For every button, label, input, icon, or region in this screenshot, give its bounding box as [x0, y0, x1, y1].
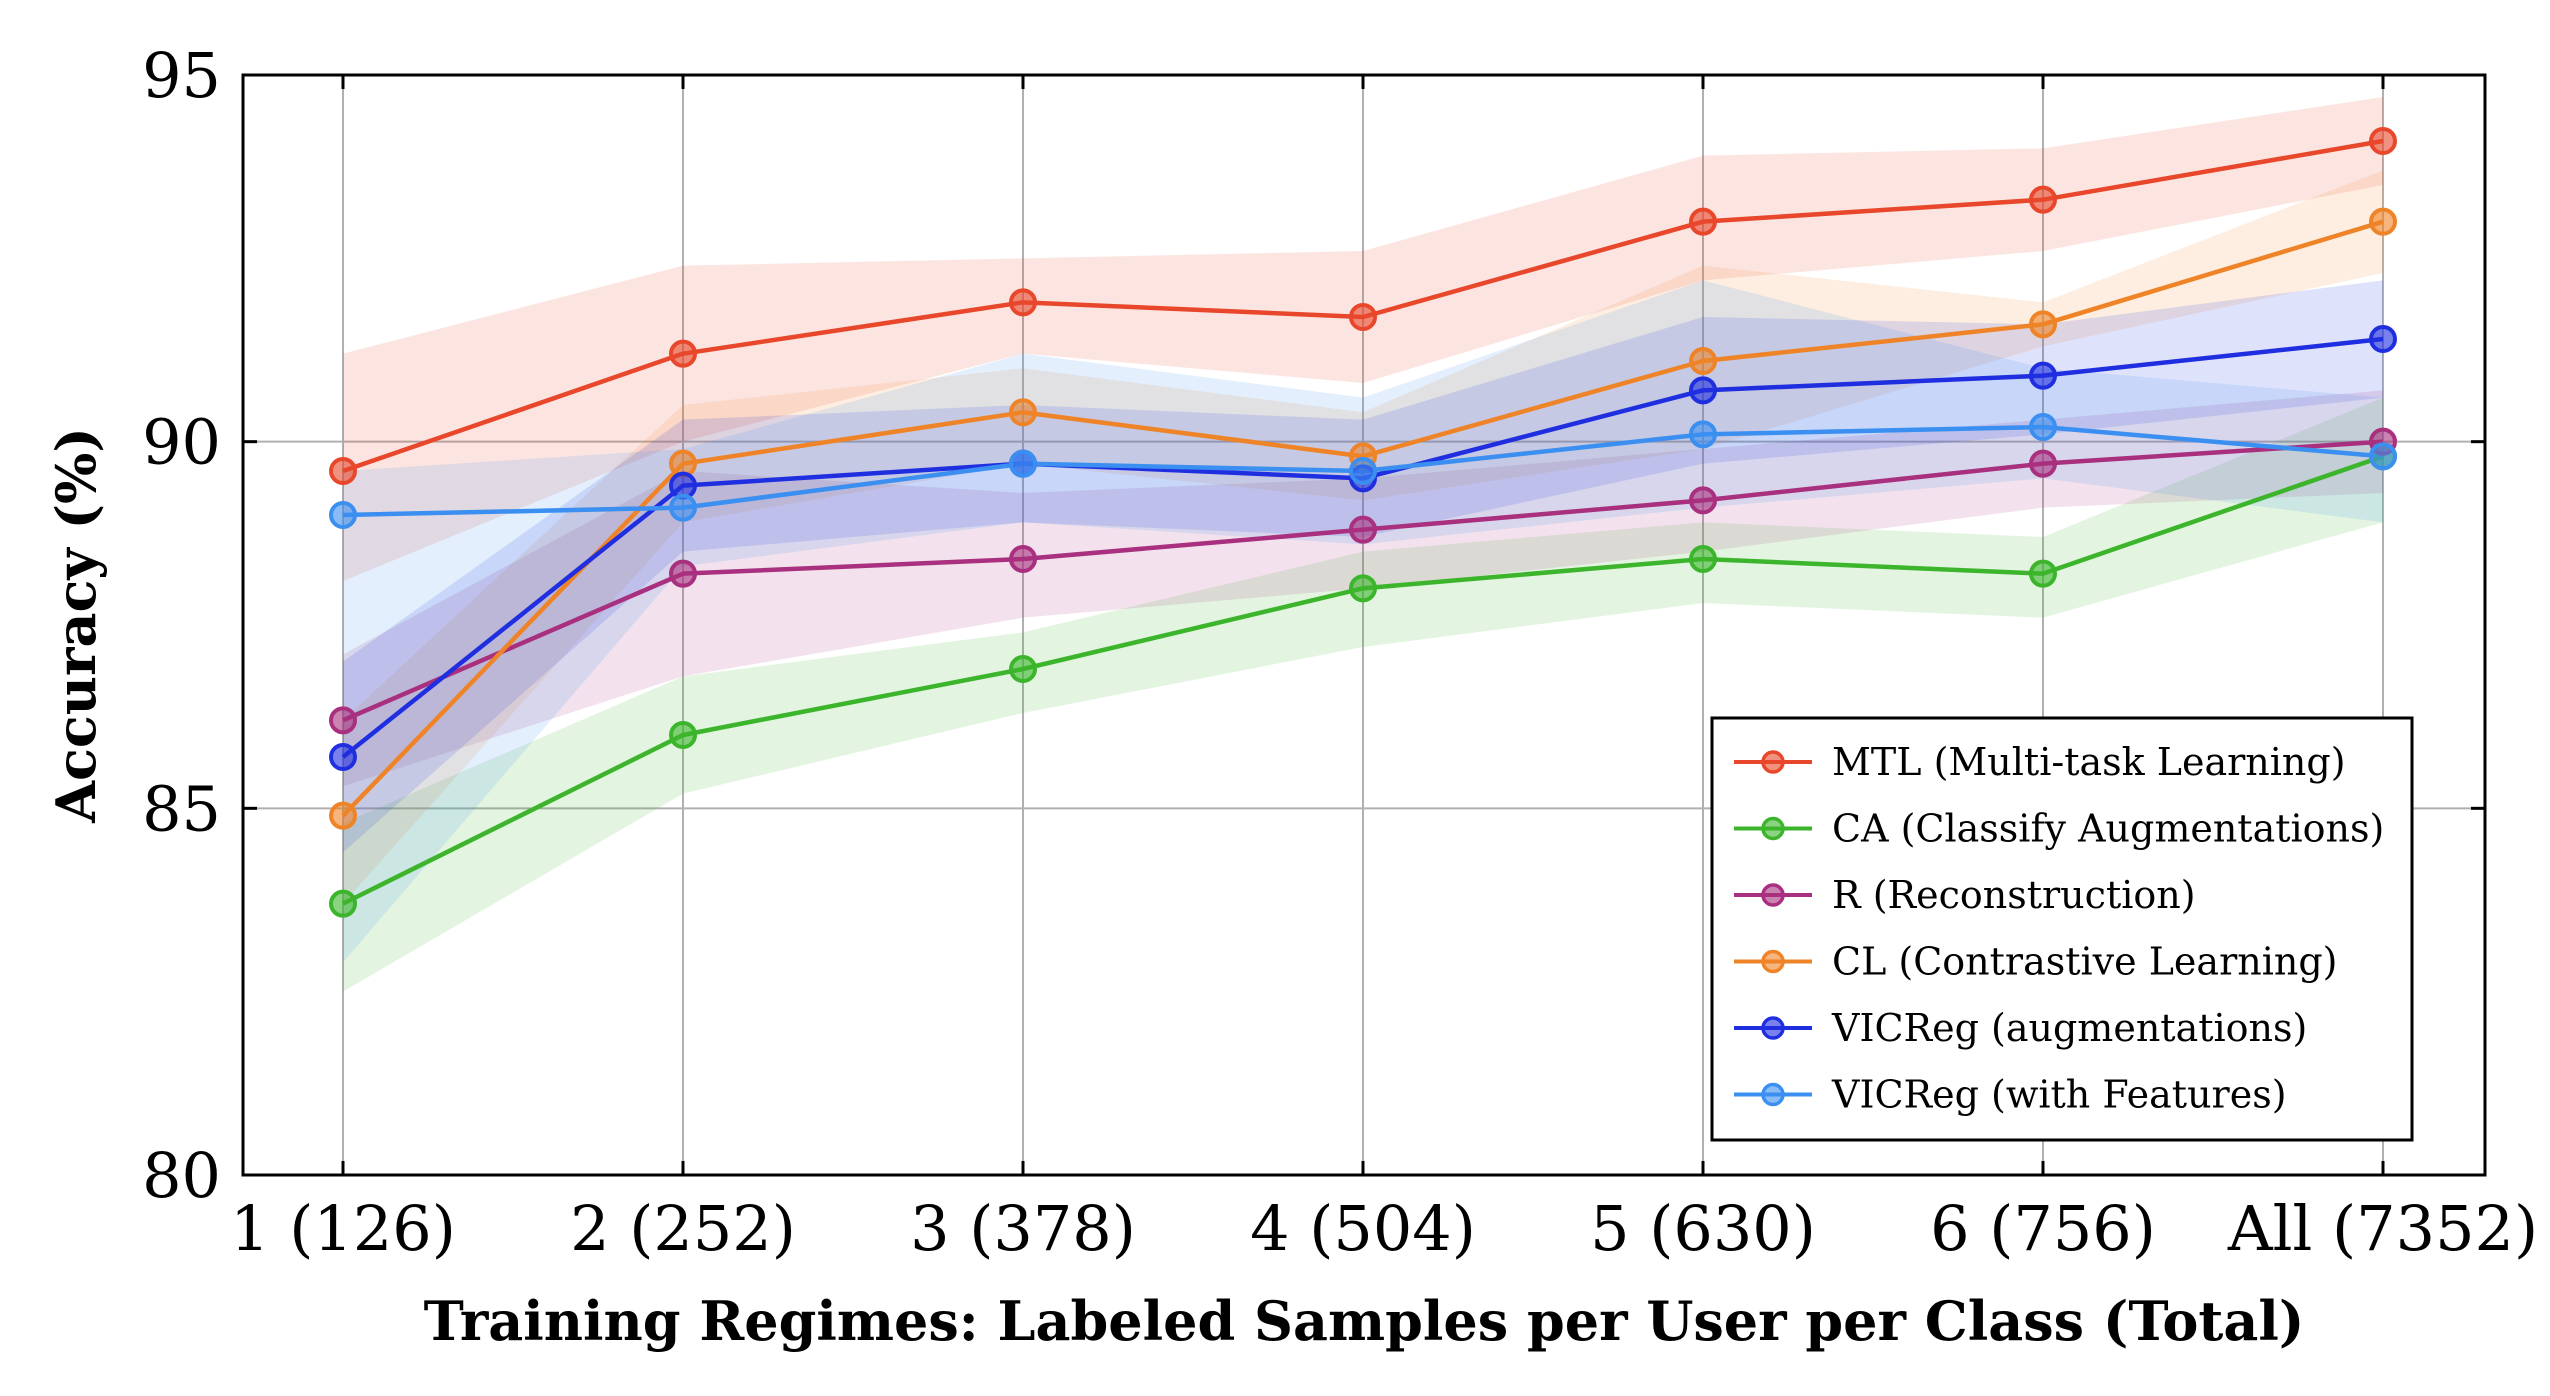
- y-tick-labels: 80 85 90 95: [142, 39, 2485, 1212]
- x-tick-label: All (7352): [2227, 1192, 2538, 1265]
- point-ca-classify-augmentations: [2029, 559, 2057, 588]
- point-ca-classify-augmentations: [329, 889, 357, 918]
- point-r-reconstruction: [669, 559, 697, 588]
- point-vicreg-with-features: [1349, 457, 1377, 485]
- point-mtl-multi-task-learning: [1689, 207, 1717, 236]
- point-mtl-multi-task-learning: [1349, 303, 1377, 331]
- point-mtl-multi-task-learning: [1009, 288, 1037, 317]
- point-vicreg-with-features: [1009, 449, 1037, 478]
- legend-swatch-marker-vicreg-with-features: [1761, 1082, 1785, 1107]
- point-r-reconstruction: [1349, 515, 1377, 544]
- point-vicreg-with-features: [1689, 420, 1717, 449]
- legend-box: [1710, 716, 2414, 1142]
- legend-entry-vicreg-with-features: VICReg (with Features): [1831, 1073, 2287, 1117]
- legend-entry-ca-classify-augmentations: CA (Classify Augmentations): [1832, 807, 2384, 851]
- point-r-reconstruction: [2029, 449, 2057, 478]
- point-cl-contrastive-learning: [2369, 207, 2397, 236]
- legend-swatch-marker-r-reconstruction: [1761, 883, 1785, 907]
- point-cl-contrastive-learning: [1689, 347, 1717, 375]
- band-vicreg-with-features: [343, 280, 2383, 963]
- point-vicreg-with-features: [2029, 413, 2057, 441]
- band-cl-contrastive-learning: [343, 170, 2383, 904]
- point-ca-classify-augmentations: [669, 721, 697, 749]
- legend-swatch-marker-vicreg-augmentations: [1761, 1016, 1785, 1040]
- point-cl-contrastive-learning: [1009, 398, 1037, 427]
- x-axis-title: Training Regimes: Labeled Samples per Us…: [424, 1289, 2305, 1353]
- y-tick-label: 85: [142, 772, 221, 845]
- band-vicreg-augmentations: [343, 280, 2383, 853]
- point-vicreg-with-features: [329, 501, 357, 529]
- legend-swatch-marker-ca-classify-augmentations: [1761, 816, 1785, 841]
- point-r-reconstruction: [1009, 545, 1037, 573]
- y-tick-label: 95: [142, 39, 221, 112]
- y-axis-title: Accuracy (%): [44, 427, 108, 824]
- series-markers: [329, 127, 2397, 918]
- x-tick-label: 6 (756): [1930, 1192, 2156, 1265]
- band-mtl-multi-task-learning: [343, 97, 2383, 581]
- point-ca-classify-augmentations: [1689, 545, 1717, 573]
- point-vicreg-augmentations: [2369, 325, 2397, 353]
- point-cl-contrastive-learning: [2029, 310, 2057, 339]
- x-tick-label: 1 (126): [230, 1192, 456, 1265]
- legend-swatch-marker-mtl-multi-task-learning: [1761, 750, 1785, 774]
- x-tick-label: 3 (378): [910, 1192, 1136, 1265]
- x-tick-label: 5 (630): [1590, 1192, 1816, 1265]
- point-vicreg-with-features: [669, 493, 697, 522]
- y-tick-label: 90: [142, 406, 221, 479]
- legend-entry-mtl-multi-task-learning: MTL (Multi-task Learning): [1832, 740, 2346, 784]
- point-mtl-multi-task-learning: [669, 339, 697, 368]
- legend-entry-r-reconstruction: R (Reconstruction): [1832, 873, 2196, 917]
- point-ca-classify-augmentations: [1009, 655, 1037, 683]
- point-ca-classify-augmentations: [1349, 574, 1377, 603]
- x-tick-labels: 1 (126) 2 (252) 3 (378) 4 (504) 5 (630) 6 (75…: [230, 75, 2538, 1265]
- point-vicreg-with-features: [2369, 442, 2397, 471]
- point-r-reconstruction: [329, 706, 357, 735]
- x-tick-label: 2 (252): [570, 1192, 796, 1265]
- point-mtl-multi-task-learning: [329, 457, 357, 485]
- point-mtl-multi-task-learning: [2369, 127, 2397, 155]
- point-cl-contrastive-learning: [329, 801, 357, 830]
- point-vicreg-augmentations: [1689, 376, 1717, 405]
- y-tick-label: 80: [142, 1139, 221, 1212]
- legend-swatch-marker-cl-contrastive-learning: [1761, 949, 1785, 974]
- point-vicreg-augmentations: [329, 743, 357, 771]
- point-vicreg-augmentations: [2029, 361, 2057, 390]
- legend-entry-vicreg-augmentations: VICReg (augmentations): [1831, 1006, 2307, 1050]
- legend: MTL (Multi-task Learning) CA (Classify Au…: [1710, 716, 2414, 1142]
- legend-entry-cl-contrastive-learning: CL (Contrastive Learning): [1832, 940, 2338, 984]
- point-mtl-multi-task-learning: [2029, 185, 2057, 214]
- x-tick-label: 4 (504): [1250, 1192, 1476, 1265]
- band-ca-classify-augmentations: [343, 397, 2383, 992]
- point-r-reconstruction: [1689, 486, 1717, 515]
